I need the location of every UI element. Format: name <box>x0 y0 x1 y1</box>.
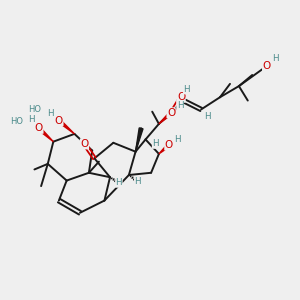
Polygon shape <box>159 144 170 154</box>
Text: H: H <box>47 110 53 118</box>
Polygon shape <box>136 128 143 152</box>
Text: H: H <box>152 140 159 148</box>
Text: HO: HO <box>28 105 41 114</box>
Text: O: O <box>55 116 63 126</box>
Text: O: O <box>165 140 173 150</box>
Text: H: H <box>272 54 279 63</box>
Polygon shape <box>58 119 74 134</box>
Polygon shape <box>159 112 172 124</box>
Text: O: O <box>35 123 43 133</box>
Text: H: H <box>116 178 122 187</box>
Text: H: H <box>183 85 190 94</box>
Text: O: O <box>177 92 185 102</box>
Text: H: H <box>134 177 141 186</box>
Text: H: H <box>205 112 211 121</box>
Text: H: H <box>175 135 181 144</box>
Text: O: O <box>167 108 175 118</box>
Text: O: O <box>80 139 88 149</box>
Text: O: O <box>262 61 271 71</box>
Polygon shape <box>38 127 53 142</box>
Text: HO: HO <box>10 117 23 126</box>
Text: H: H <box>28 115 34 124</box>
Text: H: H <box>177 100 183 109</box>
